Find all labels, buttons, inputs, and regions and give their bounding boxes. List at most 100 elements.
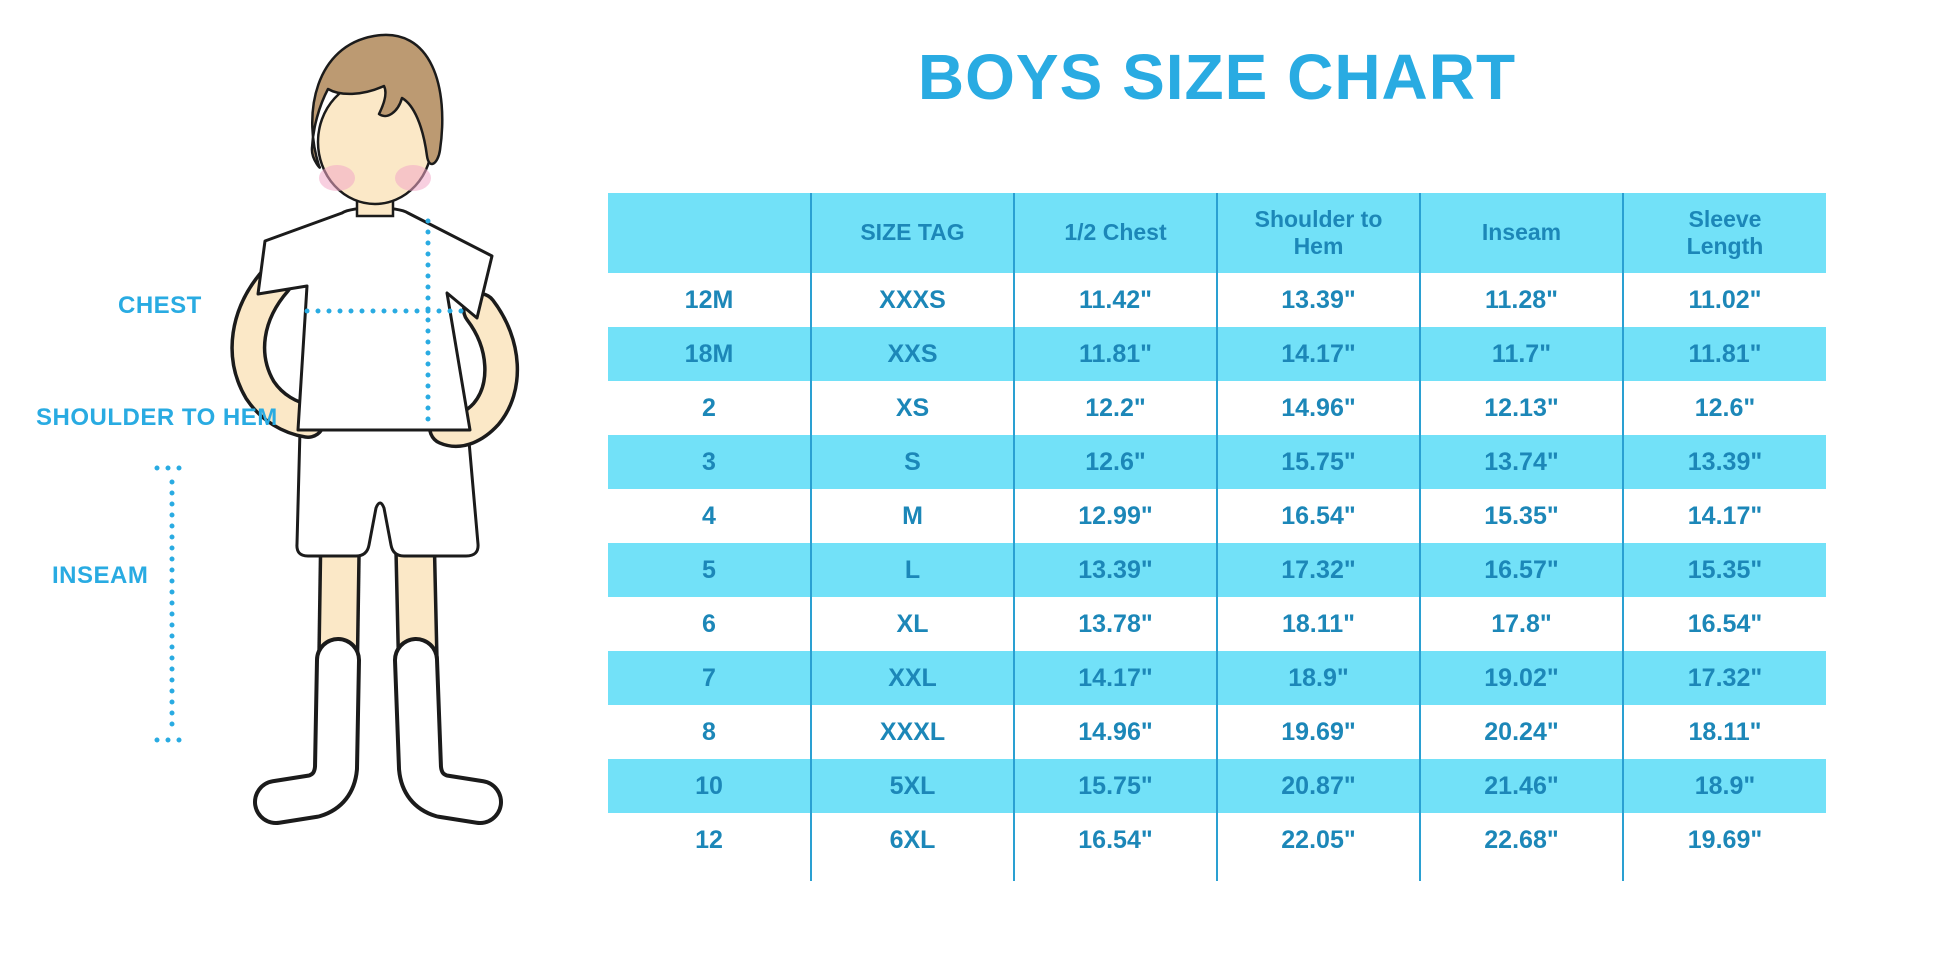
column-header: SIZE TAG [810,193,1014,273]
column-header: Shoulder to Hem [1216,193,1420,273]
grid-line-overhang-cell [1013,867,1217,881]
row-label: 12M [684,285,734,314]
size-cell: 18.9" [1216,651,1420,705]
size-cell: XXXS [810,273,1014,327]
row-label: 7 [702,663,716,692]
grid-line-overhang-cell [1622,867,1826,881]
table-row: 12 6XL 16.54" 22.05" 22.68" 19.69" [608,813,1826,867]
table-row: 7 XXL 14.17" 18.9" 19.02" 17.32" [608,651,1826,705]
page-title: BOYS SIZE CHART [917,41,1517,113]
size-cell: 16.54" [1622,597,1826,651]
size-cell: 12.99" [1013,489,1217,543]
size-table: SIZE TAG 1/2 Chest Shoulder to Hem Inseam Sl… [608,193,1826,881]
cheeks [319,165,431,191]
size-cell: 14.17" [1013,651,1217,705]
grid-line-overhang-cell [1419,867,1623,881]
size-cell: 13.39" [1013,543,1217,597]
size-cell: 13.39" [1622,435,1826,489]
size-cell: 19.69" [1216,705,1420,759]
row-label: 2 [702,393,716,422]
size-cell: 11.02" [1622,273,1826,327]
size-cell: 17.32" [1622,651,1826,705]
size-cell: 21.46" [1419,759,1623,813]
size-cell: 5XL [810,759,1014,813]
table-row: 6 XL 13.78" 18.11" 17.8" 16.54" [608,597,1826,651]
row-label: 10 [695,771,723,800]
size-cell: S [810,435,1014,489]
size-cell: M [810,489,1014,543]
t-shirt [256,206,494,432]
size-cell: 11.42" [1013,273,1217,327]
size-cell: 16.54" [1216,489,1420,543]
size-cell: XXL [810,651,1014,705]
row-label: 6 [702,609,716,638]
header-row: SIZE TAG 1/2 Chest Shoulder to Hem Inseam Sl… [608,193,1826,273]
size-cell: 14.96" [1013,705,1217,759]
size-cell: 19.69" [1622,813,1826,867]
table-row: 4 M 12.99" 16.54" 15.35" 14.17" [608,489,1826,543]
inseam-label: INSEAM [52,562,149,589]
column-header: 1/2 Chest [1013,193,1217,273]
table-row: 5 L 13.39" 17.32" 16.57" 15.35" [608,543,1826,597]
hair [310,33,444,169]
size-cell: 15.35" [1622,543,1826,597]
size-cell: XXS [810,327,1014,381]
table-row: 18M XXS 11.81" 14.17" 11.7" 11.81" [608,327,1826,381]
size-cell: XL [810,597,1014,651]
size-cell: 11.28" [1419,273,1623,327]
size-cell: 11.81" [1013,327,1217,381]
row-label: 18M [684,339,734,368]
size-cell: 13.74" [1419,435,1623,489]
size-cell: 17.32" [1216,543,1420,597]
row-label: 12 [695,825,723,854]
column-header: Sleeve Length [1622,193,1826,273]
row-label: 3 [702,447,716,476]
table-row: 10 5XL 15.75" 20.87" 21.46" 18.9" [608,759,1826,813]
size-cell: XS [810,381,1014,435]
size-cell: 11.81" [1622,327,1826,381]
grid-line-overhang-cell [1216,867,1420,881]
size-cell: XXXL [810,705,1014,759]
size-cell: 16.57" [1419,543,1623,597]
table-row: 3 S 12.6" 15.75" 13.74" 13.39" [608,435,1826,489]
table-row: 8 XXXL 14.96" 19.69" 20.24" 18.11" [608,705,1826,759]
size-cell: 11.7" [1419,327,1623,381]
size-cell: 22.68" [1419,813,1623,867]
row-label: 8 [702,717,716,746]
chest-label: CHEST [118,292,202,319]
size-cell: L [810,543,1014,597]
size-cell: 18.11" [1622,705,1826,759]
grid-line-overhang-cell [810,867,1014,881]
row-label: 5 [702,555,716,584]
size-cell: 18.11" [1216,597,1420,651]
size-cell: 13.39" [1216,273,1420,327]
size-cell: 14.17" [1216,327,1420,381]
size-cell: 16.54" [1013,813,1217,867]
size-cell: 12.2" [1013,381,1217,435]
row-label: 4 [702,501,716,530]
size-cell: 19.02" [1419,651,1623,705]
size-cell: 17.8" [1419,597,1623,651]
size-cell: 15.75" [1013,759,1217,813]
row-label-column-header [608,193,811,273]
boy-illustration [154,33,520,825]
socks [253,637,503,825]
size-cell: 12.6" [1622,381,1826,435]
size-cell: 14.96" [1216,381,1420,435]
size-cell: 20.87" [1216,759,1420,813]
size-cell: 12.6" [1013,435,1217,489]
grid-line-overhang-row [608,867,1826,881]
column-header: Inseam [1419,193,1623,273]
size-cell: 22.05" [1216,813,1420,867]
size-cell: 12.13" [1419,381,1623,435]
size-cell: 18.9" [1622,759,1826,813]
shoulder-to-hem-label: SHOULDER TO HEM [36,404,278,431]
size-cell: 13.78" [1013,597,1217,651]
size-cell: 14.17" [1622,489,1826,543]
size-cell: 20.24" [1419,705,1623,759]
size-cell: 6XL [810,813,1014,867]
shorts [295,428,480,558]
size-cell: 15.35" [1419,489,1623,543]
size-cell: 15.75" [1216,435,1420,489]
table-row: 12M XXXS 11.42" 13.39" 11.28" 11.02" [608,273,1826,327]
